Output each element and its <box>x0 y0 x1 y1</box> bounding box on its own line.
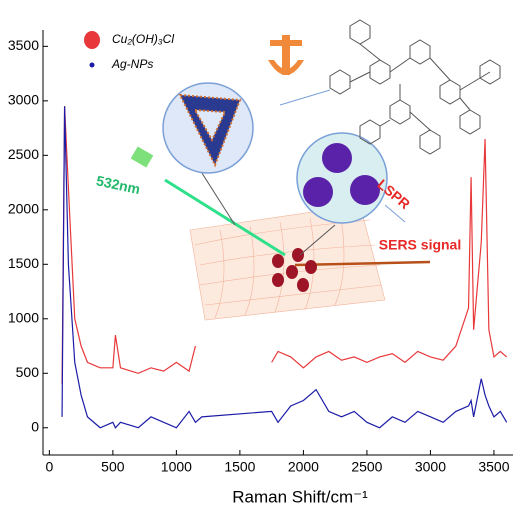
x-tick-label: 2500 <box>351 459 382 475</box>
x-tick-label: 3000 <box>415 459 446 475</box>
annotation: 532nm <box>95 172 142 197</box>
nanoparticles <box>272 248 317 292</box>
y-tick-label: 2500 <box>8 146 39 162</box>
legend-marker <box>84 31 100 49</box>
y-tick-label: 1500 <box>8 255 39 271</box>
laser <box>164 178 286 257</box>
molecule <box>329 19 501 155</box>
y-tick-label: 1000 <box>8 309 39 325</box>
illustration <box>130 19 501 321</box>
legend-marker <box>89 62 95 68</box>
x-tick-label: 1000 <box>161 459 192 475</box>
x-tick-label: 0 <box>45 459 53 475</box>
series-line <box>61 106 508 385</box>
x-tick-label: 2000 <box>288 459 319 475</box>
y-tick-label: 0 <box>31 418 39 434</box>
series-line <box>61 106 508 429</box>
annotation: SERS signal <box>379 237 461 253</box>
laser-source <box>130 146 154 168</box>
y-tick-label: 3500 <box>8 37 39 53</box>
y-tick-label: 2000 <box>8 201 39 217</box>
signal-line <box>294 260 431 267</box>
x-tick-label: 3500 <box>478 459 509 475</box>
legend-label: Cu₂(OH)₃Cl <box>112 32 174 46</box>
anchor-icon <box>268 35 304 75</box>
x-tick-label: 1500 <box>224 459 255 475</box>
x-tick-label: 500 <box>101 459 125 475</box>
y-tick-label: 500 <box>16 364 40 380</box>
legend-label: Ag-NPs <box>111 57 153 71</box>
x-axis-label: Raman Shift/cm⁻¹ <box>232 487 368 506</box>
y-tick-label: 3000 <box>8 92 39 108</box>
